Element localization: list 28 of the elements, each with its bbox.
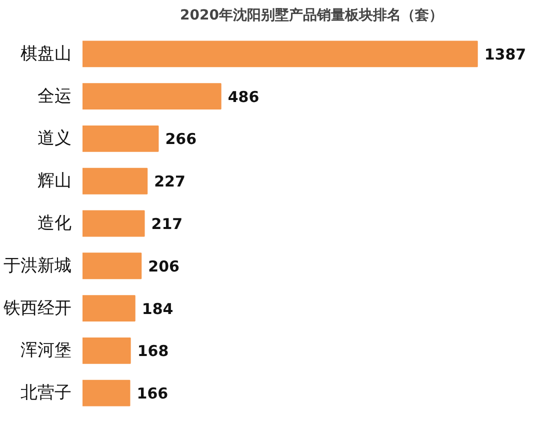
data-label: 227 [154,172,186,191]
data-label: 168 [137,342,169,360]
bar [82,380,130,406]
bar [82,337,131,364]
y-tick-label: 北营子 [20,383,72,404]
bar [82,40,478,68]
y-tick-label: 于洪新城 [4,256,72,276]
bar [82,168,148,194]
data-label: 486 [228,88,260,106]
y-tick-label: 道义 [38,128,72,149]
y-tick-label: 浑河堡 [20,340,72,361]
data-label: 217 [151,215,183,233]
y-tick-label: 棋盘山 [20,44,72,64]
bar [82,295,136,322]
y-tick-label: 造化 [38,214,72,234]
y-tick-label: 全运 [38,86,72,106]
data-label: 266 [165,130,197,148]
data-label: 184 [142,300,174,318]
data-label: 1387 [484,45,526,64]
bar [82,252,142,280]
bar [82,210,145,237]
data-label: 206 [148,257,180,276]
bar [82,83,222,110]
data-label: 166 [136,384,168,403]
y-tick-label: 铁西经开 [2,298,72,318]
bar [82,126,159,152]
chart-title: 2020年沈阳别墅产品销量板块排名（套） [180,6,443,24]
y-tick-label: 辉山 [38,171,72,192]
